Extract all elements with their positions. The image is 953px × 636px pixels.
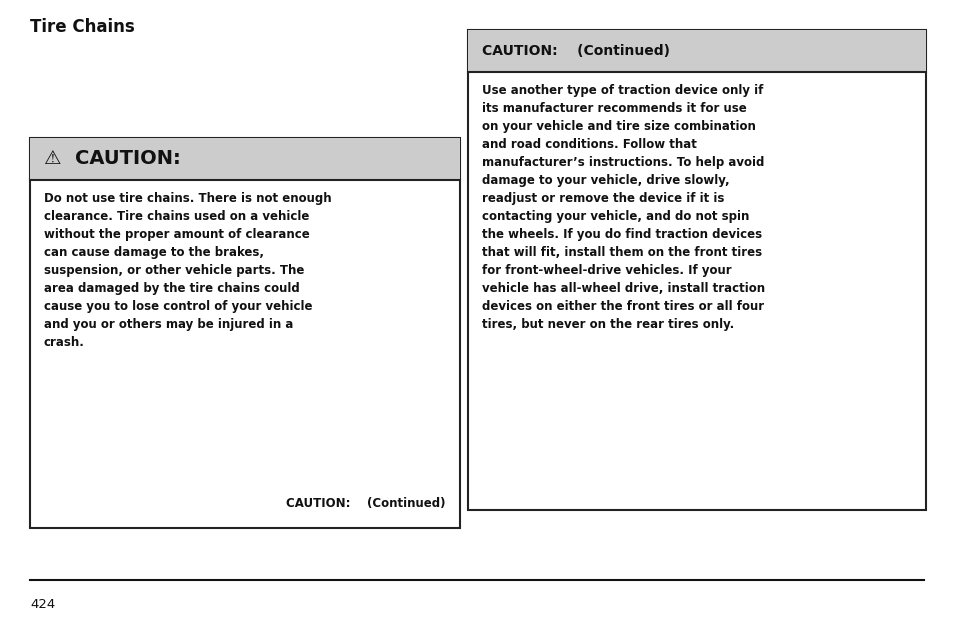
Text: 424: 424 [30,598,55,611]
Bar [30,138,459,528]
Text: CAUTION:    (Continued): CAUTION: (Continued) [481,44,669,58]
Text: Do not use tire chains. There is not enough
clearance. Tire chains used on a veh: Do not use tire chains. There is not eno… [44,192,332,349]
Text: Tire Chains: Tire Chains [30,18,134,36]
Bar [30,138,459,180]
Text: Use another type of traction device only if
its manufacturer recommends it for u: Use another type of traction device only… [481,84,764,331]
Bar [468,30,925,72]
Text: CAUTION:    (Continued): CAUTION: (Continued) [286,497,446,510]
Text: ⚠  CAUTION:: ⚠ CAUTION: [44,149,180,169]
Bar [468,30,925,510]
